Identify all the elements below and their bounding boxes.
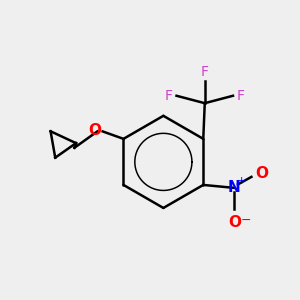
Text: +: + [237,176,246,186]
Text: N: N [228,179,241,194]
Text: O: O [256,167,268,182]
Text: O: O [228,214,241,230]
Text: F: F [201,64,209,79]
Text: F: F [237,89,244,103]
Text: −: − [241,214,251,227]
Text: O: O [88,123,101,138]
Text: F: F [165,89,173,103]
